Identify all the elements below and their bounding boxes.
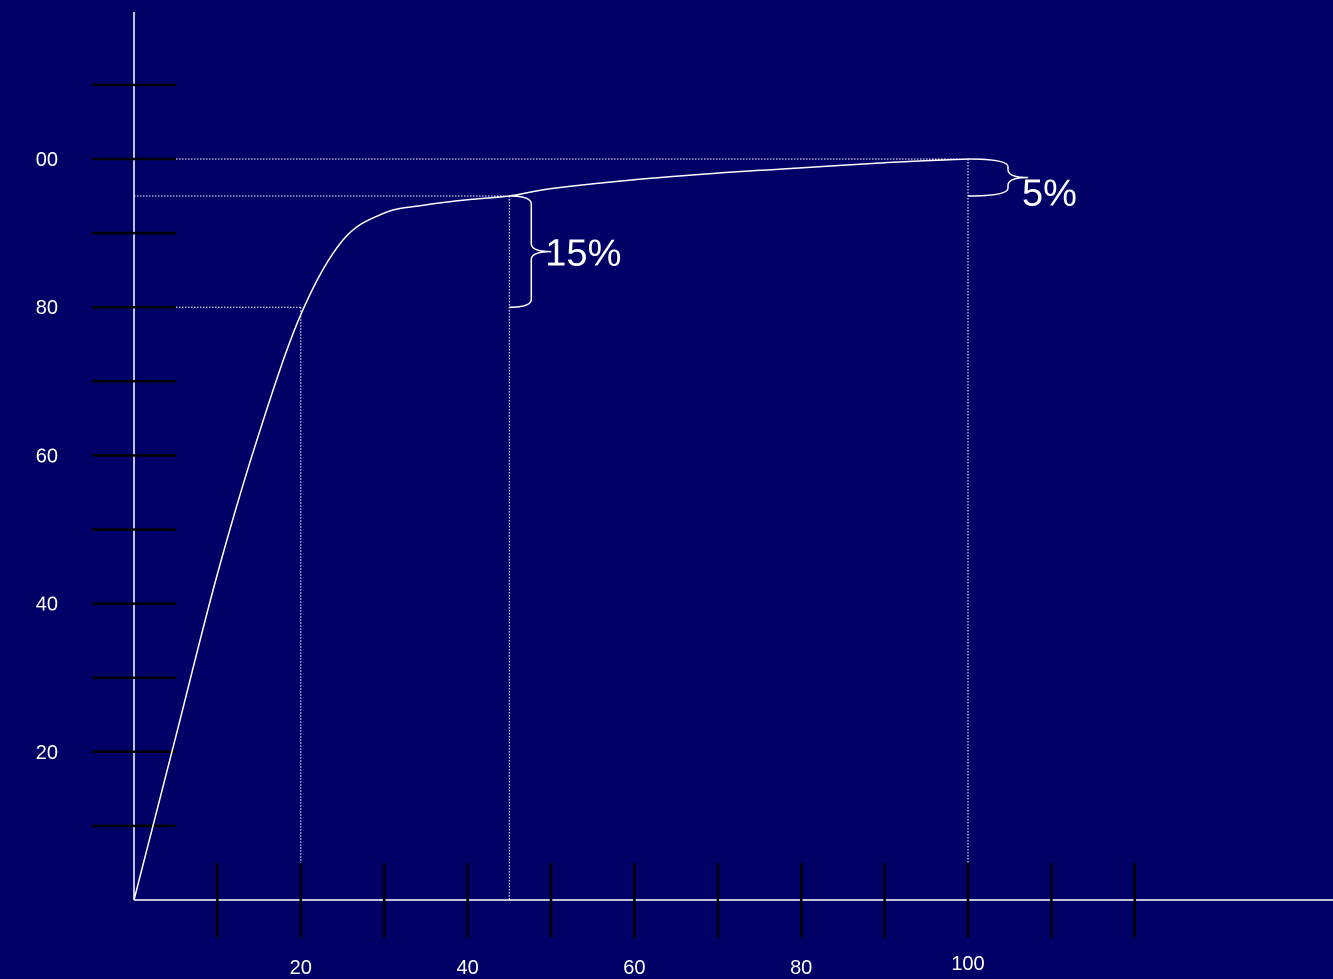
x-tick-label-40: 40	[456, 957, 478, 979]
tick-labels: 20 40 60 80 00 20 40 60 80 100	[36, 149, 985, 979]
annotations: 15% 5%	[509, 158, 1077, 308]
series-line-0	[133, 158, 969, 901]
y-tick-label-40: 40	[36, 594, 58, 616]
y-tick-label-20: 20	[36, 742, 58, 764]
y-tick-label-100: 00	[36, 149, 58, 171]
y-tick-label-80: 80	[36, 297, 58, 319]
y-tick-label-60: 60	[36, 445, 58, 467]
x-tick-label-60: 60	[623, 957, 645, 979]
x-tick-label-80: 80	[790, 957, 812, 979]
x-tick-label-20: 20	[290, 957, 312, 979]
brace-1	[967, 158, 1029, 197]
brace-0	[509, 195, 552, 308]
series	[133, 158, 969, 901]
axis-ticks	[92, 83, 1137, 938]
annotation-label-0: 15%	[545, 233, 621, 275]
annotation-label-1: 5%	[1022, 173, 1077, 215]
x-tick-label-100: 100	[951, 953, 984, 975]
axes	[133, 12, 1333, 901]
